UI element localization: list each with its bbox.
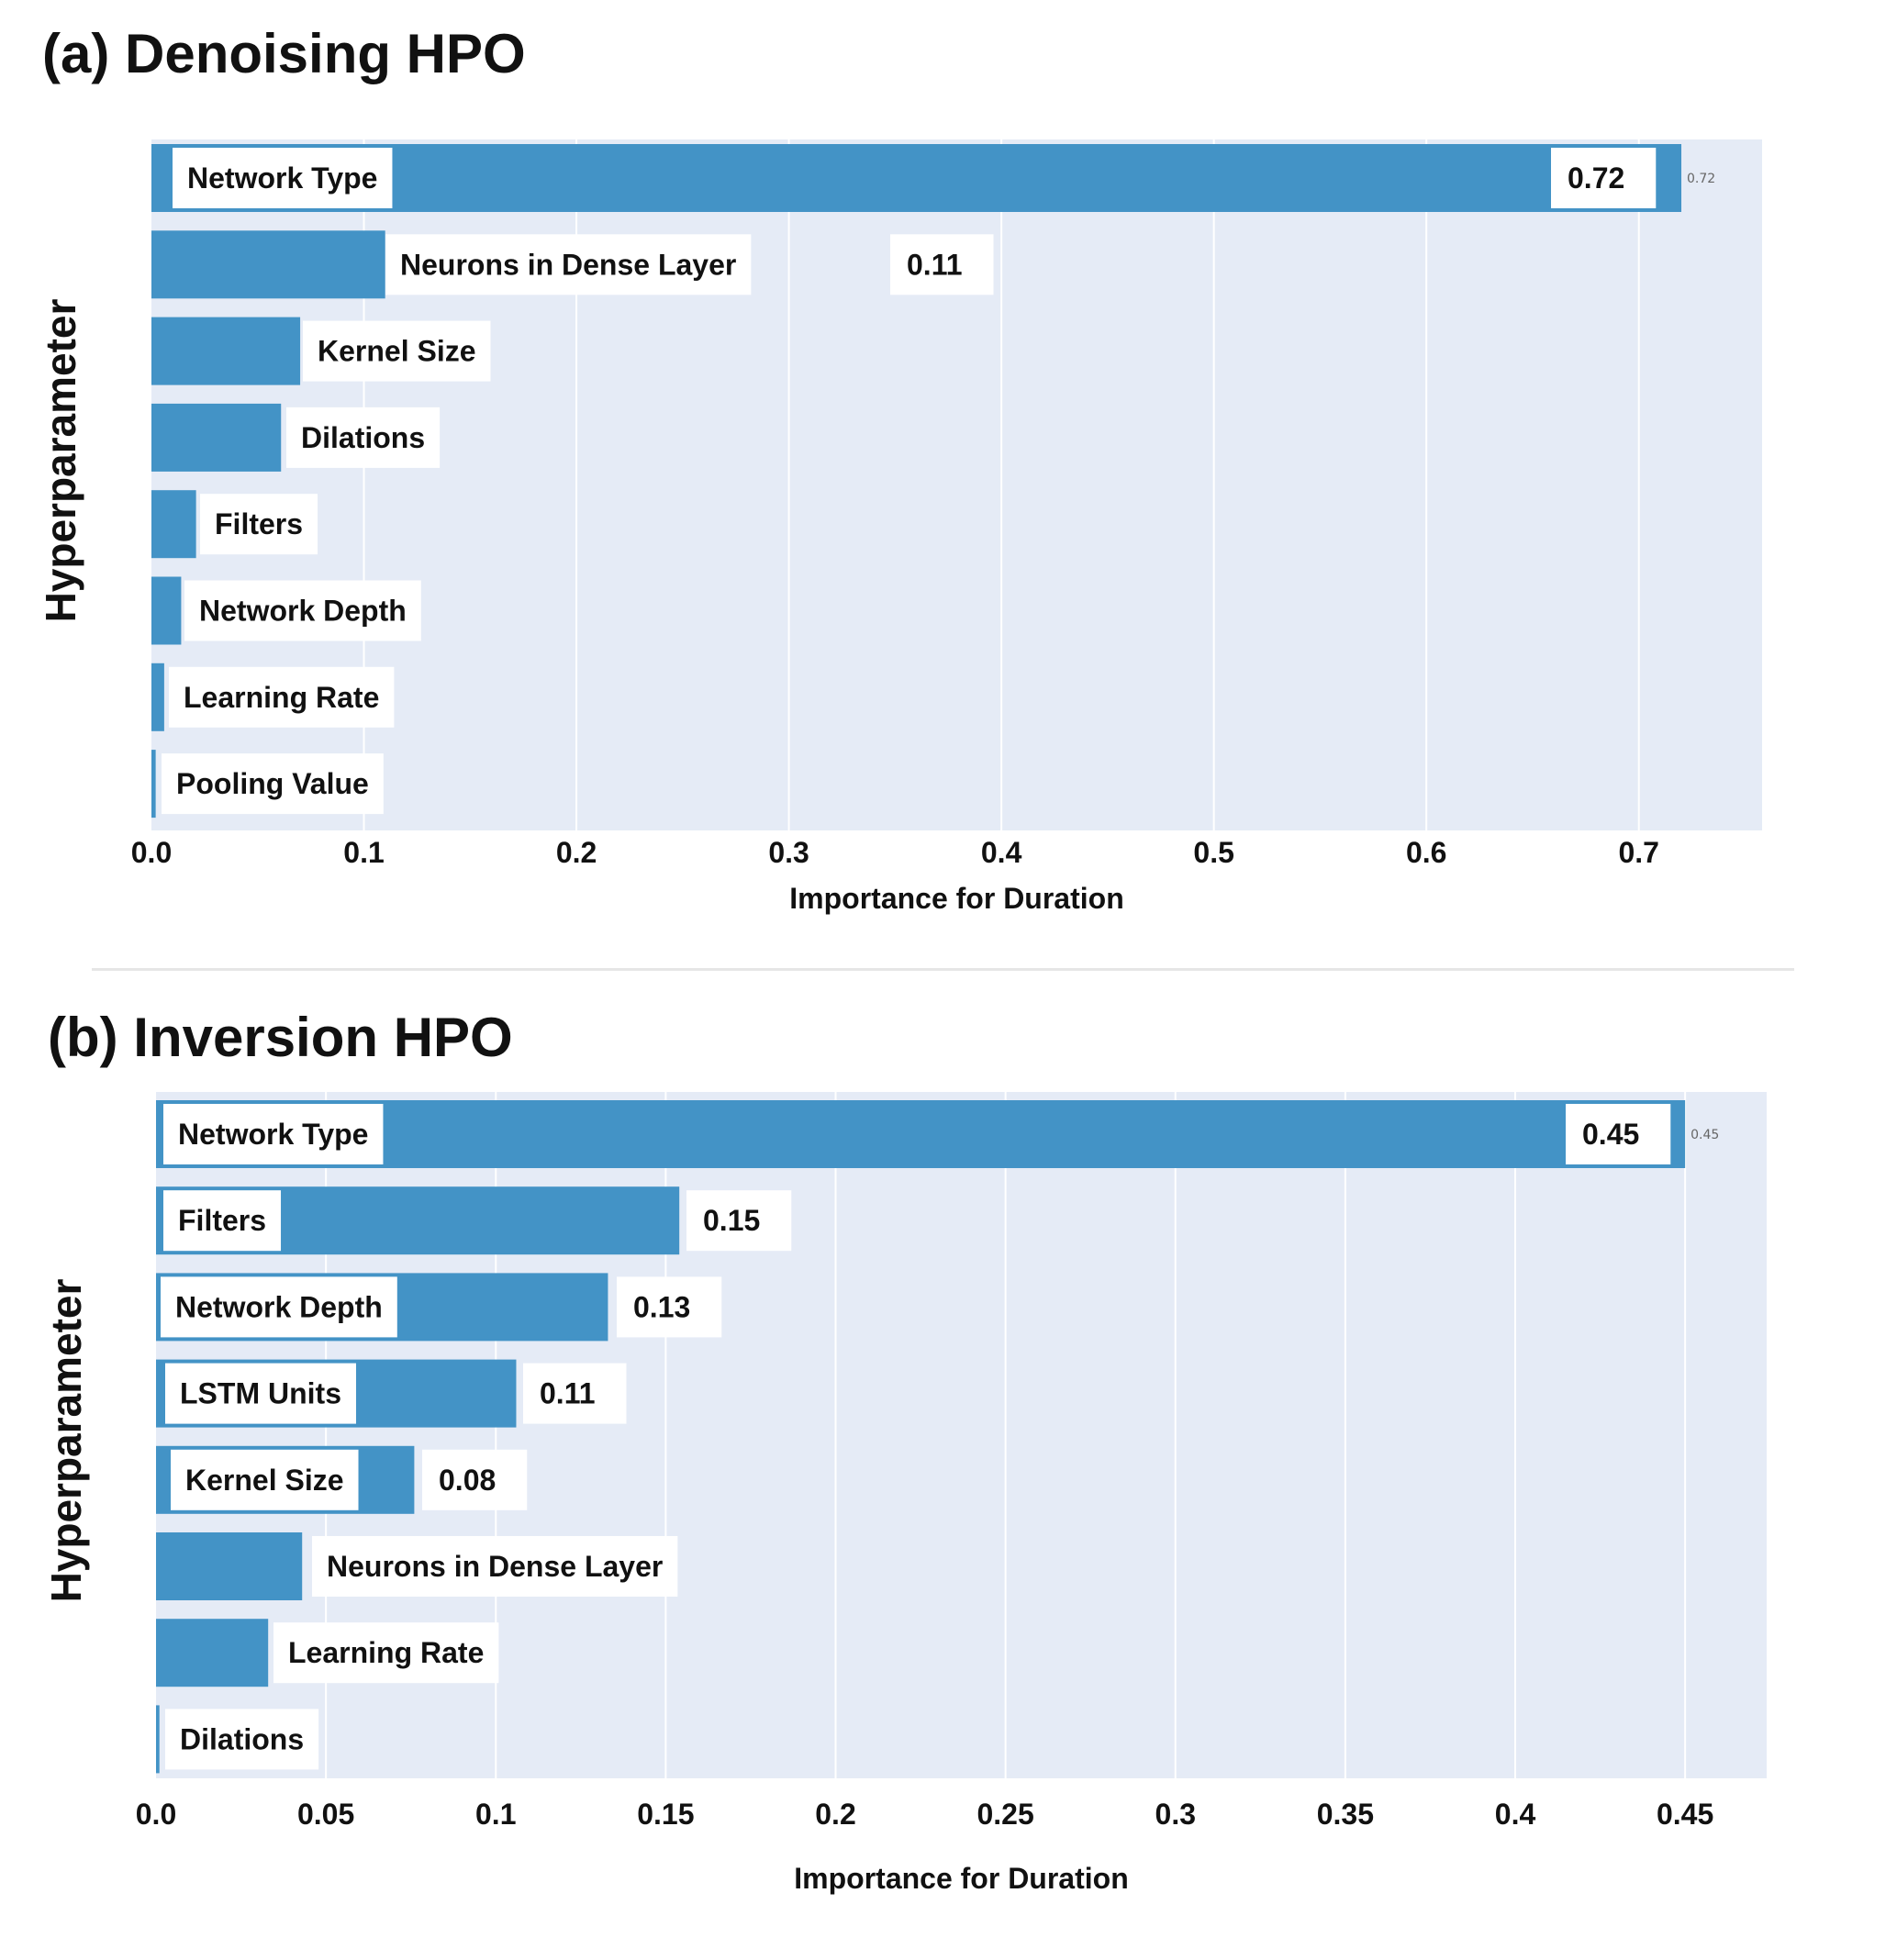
category-label: Network Depth [175, 1290, 383, 1323]
category-label: Learning Rate [288, 1636, 484, 1669]
bar [151, 576, 182, 645]
x-tick-label: 0.0 [131, 836, 172, 869]
category-label-box [303, 320, 491, 382]
bar [151, 750, 156, 819]
category-label: Filters [215, 507, 303, 540]
category-label-box [173, 148, 393, 208]
category-label-box [165, 1363, 356, 1424]
value-label-box [1566, 1104, 1671, 1164]
small-value-label: 0.72 [1687, 172, 1715, 186]
value-label: 0.15 [703, 1204, 760, 1237]
value-label-box [1551, 148, 1657, 208]
category-label-box [286, 406, 441, 468]
bar [151, 663, 164, 731]
panel-b-title: (b) Inversion HPO [48, 1007, 513, 1068]
category-label: Dilations [180, 1722, 304, 1755]
small-value-label: 0.45 [1691, 1128, 1719, 1142]
category-label-box [200, 494, 318, 555]
category-label-box [273, 1622, 499, 1684]
category-label-box [385, 234, 752, 295]
bar [151, 403, 282, 472]
denoising-importance-chart: 0.0 0.1 0.2 0.3 0.4 0.5 0.6 0.7 Network Type 0.72… [37, 139, 1762, 915]
value-label: 0.08 [439, 1464, 496, 1497]
x-tick-label: 0.3 [768, 836, 809, 869]
category-label: Neurons in Dense Layer [327, 1550, 663, 1583]
y-axis-title: Hyperparameter [37, 298, 84, 622]
bar [151, 317, 301, 385]
x-tick-label: 0.0 [136, 1798, 176, 1831]
x-tick-label: 0.5 [1193, 836, 1233, 869]
category-label-box [184, 580, 421, 641]
category-label: Neurons in Dense Layer [400, 248, 736, 281]
bar [151, 144, 1682, 212]
value-label: 0.45 [1582, 1118, 1639, 1151]
bar [156, 1100, 1686, 1168]
category-label-box [161, 1276, 397, 1338]
y-axis-title: Hyperparameter [42, 1278, 90, 1602]
category-label-box [163, 1190, 282, 1252]
value-label: 0.72 [1568, 161, 1624, 195]
category-label: Pooling Value [176, 767, 369, 800]
bar [156, 1532, 303, 1600]
x-tick-label: 0.4 [981, 836, 1022, 869]
value-label-box [686, 1190, 792, 1252]
category-label: Kernel Size [318, 335, 476, 368]
panel-a-title: (a) Denoising HPO [42, 23, 526, 84]
value-label: 0.11 [907, 248, 963, 281]
category-label-box [171, 1449, 359, 1510]
category-label: Network Depth [199, 595, 407, 628]
x-tick-label: 0.6 [1406, 836, 1446, 869]
x-tick-label: 0.25 [976, 1798, 1033, 1831]
category-label-box [312, 1536, 678, 1597]
x-tick-label: 0.1 [343, 836, 384, 869]
x-tick-label: 0.4 [1495, 1798, 1536, 1831]
x-tick-label: 0.2 [815, 1798, 855, 1831]
x-tick-label: 0.1 [475, 1798, 516, 1831]
category-label-box [163, 1104, 384, 1164]
x-tick-label: 0.15 [637, 1798, 694, 1831]
x-tick-label: 0.2 [556, 836, 597, 869]
category-label: Network Type [178, 1118, 368, 1151]
category-label: Learning Rate [184, 681, 379, 714]
value-label-box [422, 1449, 528, 1510]
x-axis-title: Importance for Duration [794, 1862, 1128, 1895]
category-label: LSTM Units [180, 1377, 341, 1410]
category-label-box [165, 1709, 319, 1770]
x-tick-label: 0.45 [1657, 1798, 1713, 1831]
value-label: 0.13 [633, 1290, 690, 1323]
bar [151, 230, 385, 299]
panel-divider [92, 968, 1794, 971]
value-label: 0.11 [540, 1377, 596, 1410]
x-tick-label: 0.3 [1155, 1798, 1196, 1831]
bar [156, 1705, 160, 1774]
category-label: Dilations [301, 421, 425, 454]
inversion-importance-chart: 0.0 0.05 0.1 0.15 0.2 0.25 0.3 0.35 0.4 0.45 Netwo… [42, 1092, 1767, 1895]
x-tick-label: 0.7 [1618, 836, 1658, 869]
bar [151, 490, 196, 559]
bar [156, 1619, 269, 1687]
category-label: Kernel Size [185, 1464, 344, 1497]
x-tick-label: 0.35 [1317, 1798, 1374, 1831]
value-label-box [523, 1363, 627, 1424]
category-label: Filters [178, 1204, 266, 1237]
x-axis-title: Importance for Duration [789, 882, 1123, 915]
x-tick-label: 0.05 [297, 1798, 354, 1831]
category-label: Network Type [187, 161, 377, 195]
value-label-box [617, 1276, 722, 1338]
category-label-box [162, 753, 384, 815]
value-label-box [890, 234, 994, 295]
category-label-box [169, 666, 395, 728]
